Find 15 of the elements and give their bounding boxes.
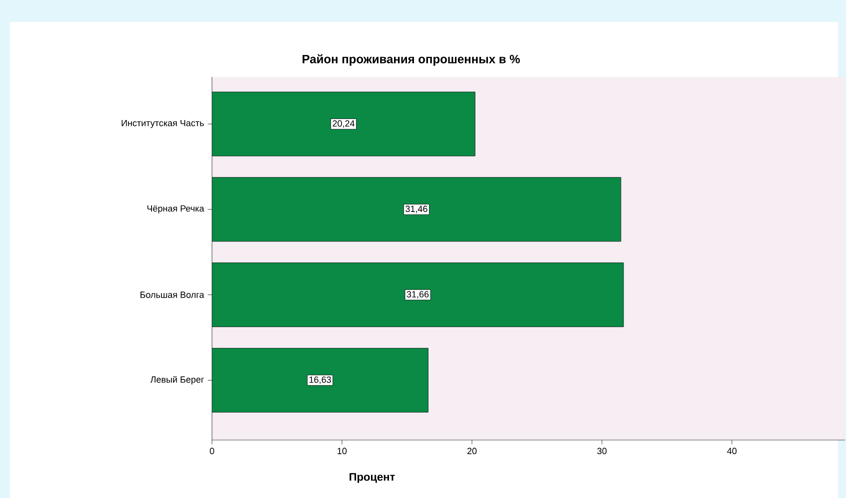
x-tick-label: 0 — [210, 448, 214, 454]
data-label: 31,46 — [406, 206, 428, 214]
data-label: 31,66 — [406, 291, 429, 299]
x-tick-label: 30 — [597, 448, 607, 454]
x-tick-label: 40 — [727, 448, 737, 454]
x-axis-title: Процент — [350, 473, 395, 483]
data-label: 20,24 — [332, 120, 355, 128]
data-label: 16,63 — [310, 376, 331, 384]
y-tick-label: Чёрная Речка — [147, 205, 204, 214]
x-tick-label: 20 — [467, 448, 477, 454]
x-tick-label: 10 — [338, 448, 347, 454]
y-tick-label: Институтская Часть — [122, 120, 204, 128]
y-tick-label: Большая Волга — [140, 292, 204, 298]
y-tick-label: Левый Берег — [150, 376, 204, 384]
chart-title: Район проживания опрошенных в % — [302, 54, 520, 66]
